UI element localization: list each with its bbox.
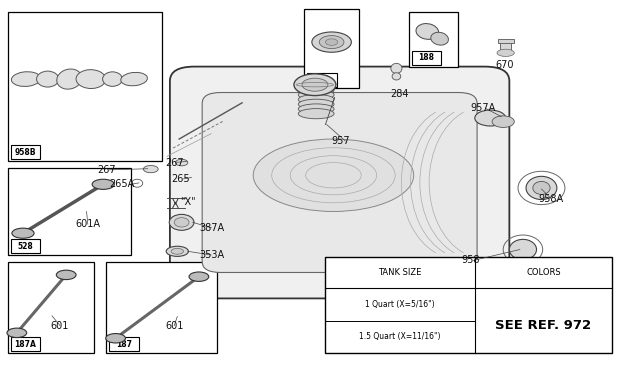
Text: 957: 957 (332, 136, 350, 146)
Text: 353A: 353A (199, 250, 224, 260)
Ellipse shape (76, 70, 105, 88)
Text: 601: 601 (165, 320, 184, 331)
Bar (7, 262, 94, 353)
Text: 284: 284 (390, 89, 409, 99)
Bar (412, 51, 441, 65)
Text: 265A: 265A (109, 179, 135, 189)
FancyBboxPatch shape (170, 66, 510, 299)
Text: 187A: 187A (14, 339, 37, 349)
Ellipse shape (298, 109, 334, 119)
Ellipse shape (12, 228, 34, 238)
Ellipse shape (302, 78, 328, 91)
Ellipse shape (103, 72, 122, 87)
Ellipse shape (105, 334, 125, 343)
Text: 601A: 601A (76, 219, 100, 229)
Ellipse shape (533, 181, 550, 195)
Ellipse shape (416, 24, 438, 39)
Ellipse shape (294, 74, 336, 96)
Ellipse shape (312, 32, 352, 52)
Text: 972: 972 (314, 75, 330, 84)
Bar (409, 12, 458, 66)
Ellipse shape (298, 85, 334, 95)
Text: 958A: 958A (538, 194, 564, 204)
Text: 267: 267 (97, 165, 116, 175)
Text: "X": "X" (180, 197, 196, 207)
Text: 957A: 957A (471, 103, 496, 113)
Ellipse shape (298, 90, 334, 100)
Ellipse shape (391, 64, 402, 73)
Ellipse shape (497, 49, 515, 57)
Bar (304, 9, 360, 88)
Ellipse shape (169, 214, 194, 230)
Ellipse shape (431, 32, 448, 45)
Text: 601: 601 (51, 320, 69, 331)
Text: 1.5 Quart (X=11/16"): 1.5 Quart (X=11/16") (360, 332, 441, 341)
Text: 265: 265 (171, 174, 190, 184)
Bar (106, 262, 218, 353)
Ellipse shape (510, 239, 536, 260)
Ellipse shape (57, 69, 82, 89)
Ellipse shape (121, 72, 148, 86)
Ellipse shape (7, 328, 27, 338)
Bar (498, 39, 514, 43)
Ellipse shape (37, 71, 59, 87)
Ellipse shape (492, 116, 515, 127)
Bar (500, 41, 512, 51)
Bar (7, 12, 162, 161)
Text: 1 Quart (X=5/16"): 1 Quart (X=5/16") (365, 300, 435, 309)
Ellipse shape (253, 139, 414, 211)
Text: eReplacementParts.com: eReplacementParts.com (238, 174, 382, 187)
Ellipse shape (143, 165, 158, 173)
Text: 958: 958 (461, 255, 480, 265)
Text: 958B: 958B (15, 147, 36, 157)
Text: SEE REF. 972: SEE REF. 972 (495, 319, 591, 332)
Ellipse shape (526, 176, 557, 200)
Bar (11, 239, 40, 253)
Ellipse shape (171, 249, 184, 254)
Ellipse shape (326, 39, 338, 45)
Ellipse shape (521, 260, 533, 270)
Ellipse shape (392, 73, 401, 80)
Ellipse shape (298, 95, 334, 105)
Ellipse shape (166, 246, 188, 256)
Bar (326, 257, 613, 353)
Bar (11, 337, 40, 351)
Ellipse shape (319, 35, 344, 49)
Ellipse shape (92, 179, 114, 189)
Text: 267: 267 (165, 158, 184, 168)
Text: TANK SIZE: TANK SIZE (378, 268, 422, 277)
Text: 187: 187 (116, 339, 132, 349)
Ellipse shape (175, 159, 188, 166)
Bar (307, 73, 337, 87)
Bar (11, 145, 40, 159)
Text: COLORS: COLORS (526, 268, 561, 277)
Bar (7, 168, 131, 255)
Ellipse shape (298, 99, 334, 109)
Bar (109, 337, 139, 351)
Ellipse shape (475, 110, 506, 126)
Text: 670: 670 (495, 60, 513, 70)
Ellipse shape (298, 104, 334, 114)
Ellipse shape (11, 72, 41, 87)
Text: 188: 188 (418, 53, 435, 62)
Ellipse shape (56, 270, 76, 280)
Text: 387A: 387A (199, 223, 224, 233)
FancyBboxPatch shape (202, 92, 477, 273)
Ellipse shape (189, 272, 209, 281)
Ellipse shape (174, 218, 189, 227)
Text: 528: 528 (17, 242, 33, 251)
